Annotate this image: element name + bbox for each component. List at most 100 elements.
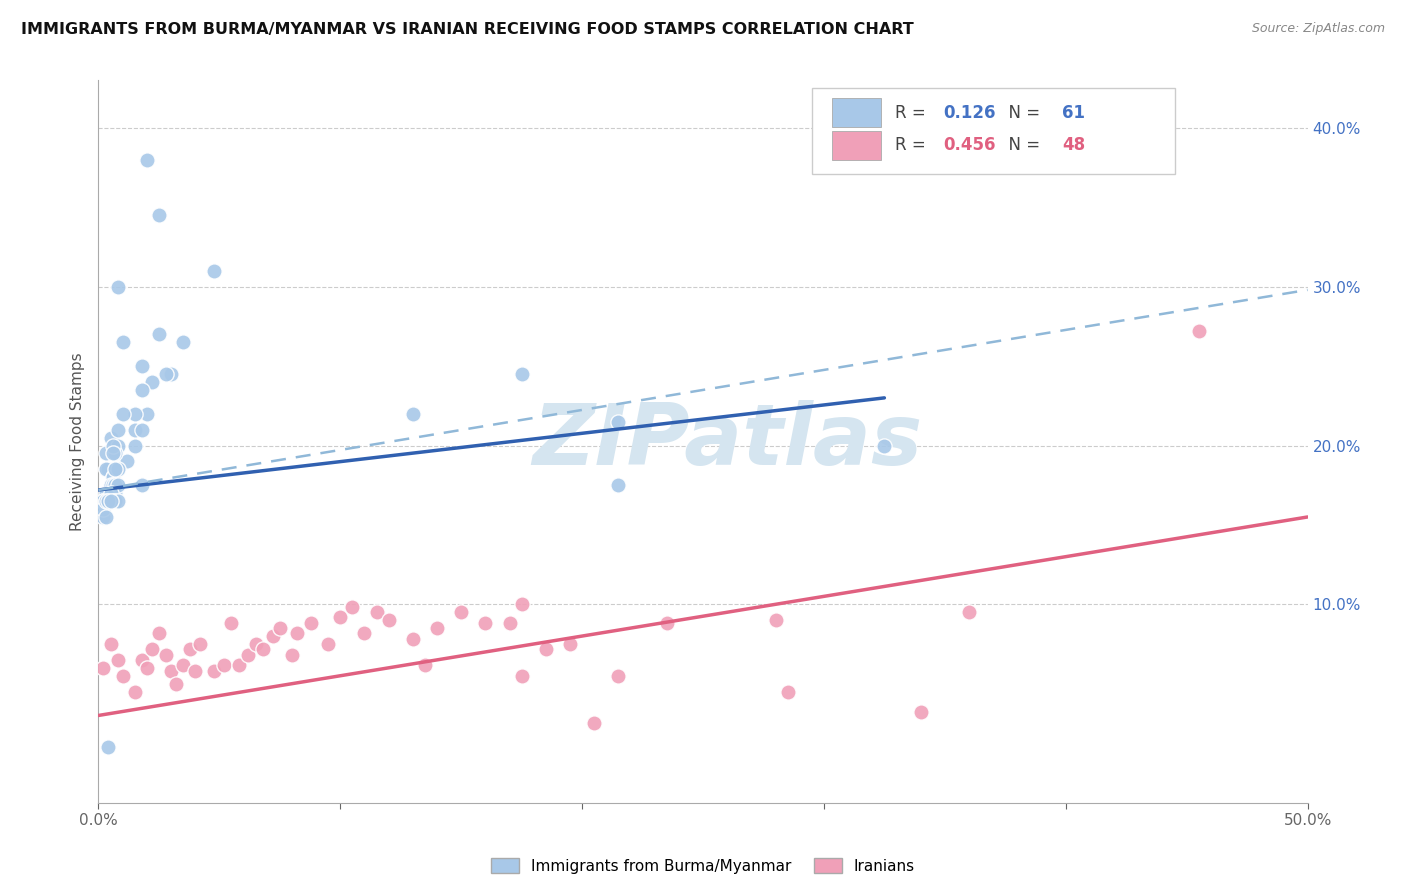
- Point: [131, 359, 153, 373]
- Text: ZIPatlas: ZIPatlas: [531, 400, 922, 483]
- Point: [188, 637, 211, 651]
- Point: [94, 462, 117, 476]
- Point: [413, 657, 436, 672]
- Point: [91, 661, 114, 675]
- Point: [100, 486, 122, 500]
- Text: 0.126: 0.126: [943, 103, 995, 122]
- Point: [204, 664, 226, 678]
- Point: [124, 438, 146, 452]
- Point: [353, 626, 375, 640]
- Point: [179, 641, 201, 656]
- Text: IMMIGRANTS FROM BURMA/MYANMAR VS IRANIAN RECEIVING FOOD STAMPS CORRELATION CHART: IMMIGRANTS FROM BURMA/MYANMAR VS IRANIAN…: [21, 22, 914, 37]
- Point: [285, 626, 308, 640]
- FancyBboxPatch shape: [832, 98, 880, 128]
- Point: [97, 494, 120, 508]
- Point: [607, 669, 630, 683]
- Point: [101, 438, 124, 452]
- Text: N =: N =: [998, 103, 1046, 122]
- Point: [583, 716, 606, 731]
- Point: [474, 616, 496, 631]
- Point: [101, 478, 124, 492]
- Point: [402, 632, 425, 647]
- Point: [262, 629, 284, 643]
- Point: [299, 616, 322, 631]
- Point: [135, 407, 157, 421]
- Point: [97, 462, 120, 476]
- Point: [148, 327, 170, 342]
- Point: [104, 486, 127, 500]
- Point: [155, 367, 177, 381]
- Point: [245, 637, 267, 651]
- Point: [107, 494, 129, 508]
- Point: [100, 637, 122, 651]
- Point: [148, 626, 170, 640]
- Point: [100, 478, 122, 492]
- Point: [204, 264, 226, 278]
- Point: [107, 478, 129, 492]
- Point: [957, 605, 980, 619]
- Point: [558, 637, 581, 651]
- Point: [91, 494, 114, 508]
- Legend: Immigrants from Burma/Myanmar, Iranians: Immigrants from Burma/Myanmar, Iranians: [485, 852, 921, 880]
- Point: [111, 335, 134, 350]
- Point: [221, 616, 243, 631]
- Point: [1188, 324, 1211, 338]
- Text: 0.456: 0.456: [943, 136, 995, 154]
- Point: [104, 478, 127, 492]
- Point: [402, 407, 425, 421]
- Point: [148, 208, 170, 222]
- Point: [765, 613, 787, 627]
- Point: [160, 664, 183, 678]
- Point: [101, 470, 124, 484]
- Point: [655, 616, 678, 631]
- Text: N =: N =: [998, 136, 1046, 154]
- Point: [607, 478, 630, 492]
- Point: [269, 621, 291, 635]
- Point: [94, 494, 117, 508]
- Text: R =: R =: [896, 136, 931, 154]
- Point: [91, 502, 114, 516]
- Point: [281, 648, 304, 662]
- Point: [124, 684, 146, 698]
- Point: [160, 367, 183, 381]
- Point: [91, 494, 114, 508]
- Point: [124, 423, 146, 437]
- Point: [94, 510, 117, 524]
- Point: [104, 494, 127, 508]
- Point: [104, 446, 127, 460]
- Point: [172, 335, 194, 350]
- Point: [101, 494, 124, 508]
- Point: [172, 657, 194, 672]
- Point: [607, 415, 630, 429]
- Point: [131, 653, 153, 667]
- Point: [107, 478, 129, 492]
- Point: [141, 641, 163, 656]
- Point: [498, 616, 520, 631]
- Point: [100, 486, 122, 500]
- Point: [101, 470, 124, 484]
- Point: [94, 486, 117, 500]
- Point: [100, 431, 122, 445]
- Point: [450, 605, 472, 619]
- Point: [131, 383, 153, 397]
- Point: [131, 478, 153, 492]
- Point: [252, 641, 274, 656]
- Point: [104, 478, 127, 492]
- Point: [107, 423, 129, 437]
- Point: [165, 676, 187, 690]
- Point: [131, 423, 153, 437]
- Point: [117, 454, 139, 468]
- Point: [97, 494, 120, 508]
- Point: [135, 153, 157, 167]
- Point: [111, 669, 134, 683]
- Point: [104, 462, 127, 476]
- Point: [107, 279, 129, 293]
- Point: [141, 375, 163, 389]
- Point: [910, 706, 932, 720]
- Point: [316, 637, 339, 651]
- Point: [184, 664, 207, 678]
- Point: [91, 494, 114, 508]
- Point: [155, 648, 177, 662]
- FancyBboxPatch shape: [811, 87, 1174, 174]
- Point: [94, 462, 117, 476]
